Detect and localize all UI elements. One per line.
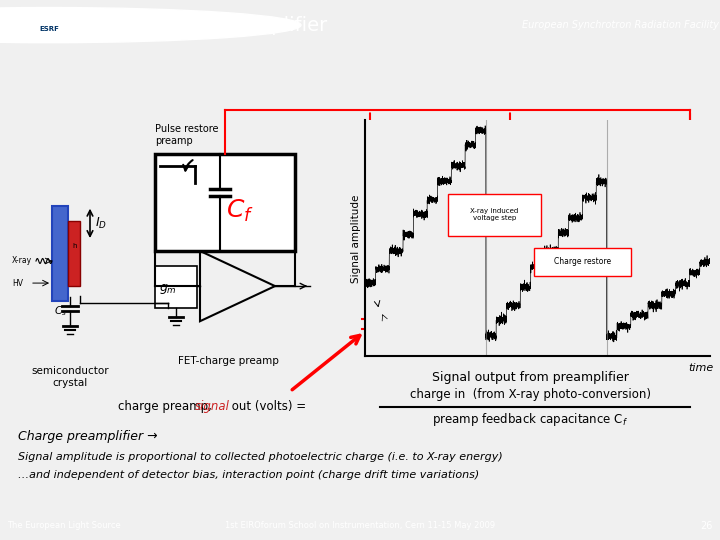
Text: X-ray induced
voltage step: X-ray induced voltage step [470,208,518,221]
Text: 1st EIROforum School on Instrumentation, Cern 11-15 May 2009: 1st EIROforum School on Instrumentation,… [225,522,495,530]
Text: ESRF: ESRF [39,26,59,32]
Text: $C_f$: $C_f$ [226,198,254,224]
Text: Charge restore: Charge restore [554,258,611,267]
Text: semiconductor
crystal: semiconductor crystal [31,366,109,388]
Text: $C_s$: $C_s$ [54,304,67,318]
Text: $I_D$: $I_D$ [95,217,107,232]
Text: out (volts) =: out (volts) = [228,400,306,413]
Text: Signal output from preamplifier: Signal output from preamplifier [431,372,629,384]
Bar [155,266,197,308]
Bar [155,153,295,251]
Text: 26: 26 [701,521,713,531]
Text: h: h [72,243,76,249]
Circle shape [0,8,301,43]
Text: charge in  (from X-ray photo-conversion): charge in (from X-ray photo-conversion) [410,388,650,401]
Text: FET-charge preamp: FET-charge preamp [178,356,279,366]
Text: the charge preamplifier: the charge preamplifier [97,16,328,35]
Text: charge preamp,: charge preamp, [118,400,215,413]
Text: time: time [688,363,714,374]
FancyBboxPatch shape [534,248,631,276]
Bar [68,221,80,286]
Text: …and independent of detector bias, interaction point (charge drift time variatio: …and independent of detector bias, inter… [18,470,480,480]
Text: Signal amplitude is proportional to collected photoelectric charge (i.e. to X-ra: Signal amplitude is proportional to coll… [18,452,503,462]
Y-axis label: Signal amplitude: Signal amplitude [351,194,361,282]
Text: European Synchrotron Radiation Facility: European Synchrotron Radiation Facility [521,20,719,30]
Text: Charge preamplifier →: Charge preamplifier → [18,430,158,443]
FancyBboxPatch shape [448,194,541,236]
Text: X-ray: X-ray [12,256,32,266]
Bar [52,206,68,301]
Text: The European Light Source: The European Light Source [7,522,121,530]
Text: preamp feedback capacitance C$_f$: preamp feedback capacitance C$_f$ [432,411,628,428]
Text: HV: HV [12,279,23,288]
Text: Pulse restore
preamp: Pulse restore preamp [155,124,218,146]
Text: $g_m$: $g_m$ [159,282,177,296]
Text: signal: signal [195,400,230,413]
